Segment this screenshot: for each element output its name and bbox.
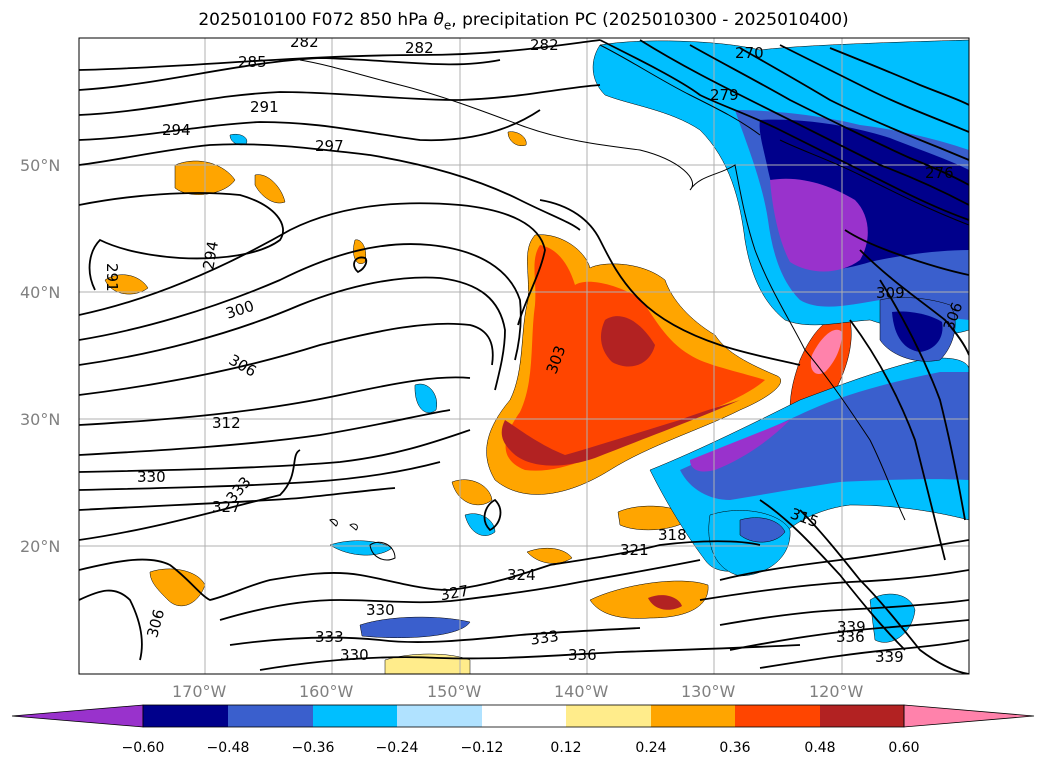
contour-label: 276 (925, 164, 954, 182)
colorbar-bin (651, 705, 735, 727)
contour-label: 297 (315, 137, 344, 155)
contour-label: 318 (658, 526, 687, 544)
colorbar-bin (397, 705, 482, 727)
lat-label-50n: 50°N (20, 156, 60, 175)
colorbar-tick-label: −0.24 (376, 740, 419, 756)
contour-label: 309 (876, 284, 905, 302)
precip-positive-blob (451, 479, 493, 506)
lat-label-30n: 30°N (20, 410, 60, 429)
chart-title: 2025010100 F072 850 hPa θe, precipitatio… (0, 10, 1047, 32)
latitude-labels: 50°N 40°N 30°N 20°N (20, 156, 60, 556)
colorbar-tick-label: −0.36 (292, 740, 335, 756)
precip-positive-hook-max (501, 400, 740, 466)
lat-label-40n: 40°N (20, 283, 60, 302)
precip-positive-blob (149, 568, 206, 607)
colorbar-bin (482, 705, 566, 727)
lon-label-120w: 120°W (809, 682, 864, 701)
theta-symbol: θ (433, 10, 444, 30)
contour-label: 339 (875, 648, 904, 666)
title-prefix: 2025010100 F072 850 hPa (198, 10, 434, 30)
contour-label: 312 (212, 414, 241, 432)
colorbar-tick-label: −0.48 (207, 740, 250, 756)
longitude-labels: 170°W 160°W 150°W 140°W 130°W 120°W (172, 682, 864, 701)
contour-label: 282 (530, 36, 559, 54)
colorbar-bin (735, 705, 820, 727)
precip-negative-blob (464, 513, 496, 536)
contour-label: 279 (710, 86, 739, 104)
contour-label: 333 (529, 627, 560, 649)
map-area: 282 282 282 270 285 291 279 294 297 291 … (79, 33, 969, 674)
precip-positive-ne-max (600, 316, 655, 367)
precipitation-fills (104, 39, 969, 674)
contour-label: 336 (568, 646, 597, 664)
precip-positive-blob (526, 547, 573, 564)
colorbar-tick-label: 0.12 (550, 740, 581, 756)
precip-positive-blob (648, 595, 682, 610)
colorbar-tick-label: −0.60 (122, 740, 165, 756)
lat-label-20n: 20°N (20, 537, 60, 556)
graticule (79, 38, 969, 674)
precip-negative-blob (739, 517, 786, 543)
precip-negative-south-core (690, 420, 790, 472)
contour-label: 330 (137, 468, 166, 486)
contour-label: 339 (837, 618, 866, 636)
lon-label-160w: 160°W (299, 682, 354, 701)
colorbar-tick-label: 0.36 (719, 740, 750, 756)
colorbar-tick-label: −0.12 (461, 740, 504, 756)
contour-label: 333 (315, 628, 344, 646)
contour-label: 324 (507, 566, 536, 584)
colorbar-bin (820, 705, 904, 727)
contour-label: 285 (238, 53, 267, 71)
colorbar-tick-label: 0.60 (888, 740, 919, 756)
colorbar-bin (566, 705, 651, 727)
precip-negative-blob (414, 383, 438, 413)
colorbar (11, 704, 1035, 728)
precip-negative-north-core (770, 178, 868, 272)
contour-label: 330 (340, 646, 369, 664)
contour-label: 327 (212, 498, 241, 516)
colorbar-under-triangle (11, 704, 144, 728)
colorbar-tick-label: 0.48 (804, 740, 835, 756)
contour-label: 291 (250, 98, 279, 116)
colorbar-over-triangle (903, 704, 1035, 728)
precip-positive-blob (254, 174, 286, 204)
contour-label: 291 (103, 263, 121, 292)
colorbar-ticks: −0.60 −0.48 −0.36 −0.24 −0.12 0.12 0.24 … (122, 740, 920, 756)
contour-label: 282 (405, 39, 434, 57)
title-suffix: , precipitation PC (2025010300 - 2025010… (451, 10, 849, 30)
colorbar-frame (142, 704, 905, 728)
precip-negative-blob (359, 616, 471, 639)
map-frame (78, 37, 970, 675)
precip-positive-blob (104, 274, 149, 295)
colorbar-bin (228, 705, 313, 727)
precip-positive-blob (507, 131, 527, 146)
precip-positive-coastal-max (810, 329, 842, 375)
precip-negative-south-mid (680, 372, 969, 500)
lon-label-150w: 150°W (427, 682, 482, 701)
colorbar-tick-label: 0.24 (635, 740, 666, 756)
contour-label: 327 (439, 582, 470, 605)
contour-label: 330 (366, 601, 395, 619)
colorbar-bin (313, 705, 397, 727)
contour-label: 336 (836, 628, 865, 646)
contour-label: 321 (620, 541, 649, 559)
lon-label-170w: 170°W (172, 682, 227, 701)
contour-label: 282 (290, 33, 319, 51)
theta-e-contours (79, 39, 969, 674)
contour-label: 294 (199, 240, 222, 271)
contour-label: 294 (162, 121, 191, 139)
colorbar-bin (143, 705, 228, 727)
lon-label-140w: 140°W (554, 682, 609, 701)
contour-label: 270 (735, 44, 764, 62)
lon-label-130w: 130°W (681, 682, 736, 701)
theta-subscript: e (443, 18, 452, 33)
